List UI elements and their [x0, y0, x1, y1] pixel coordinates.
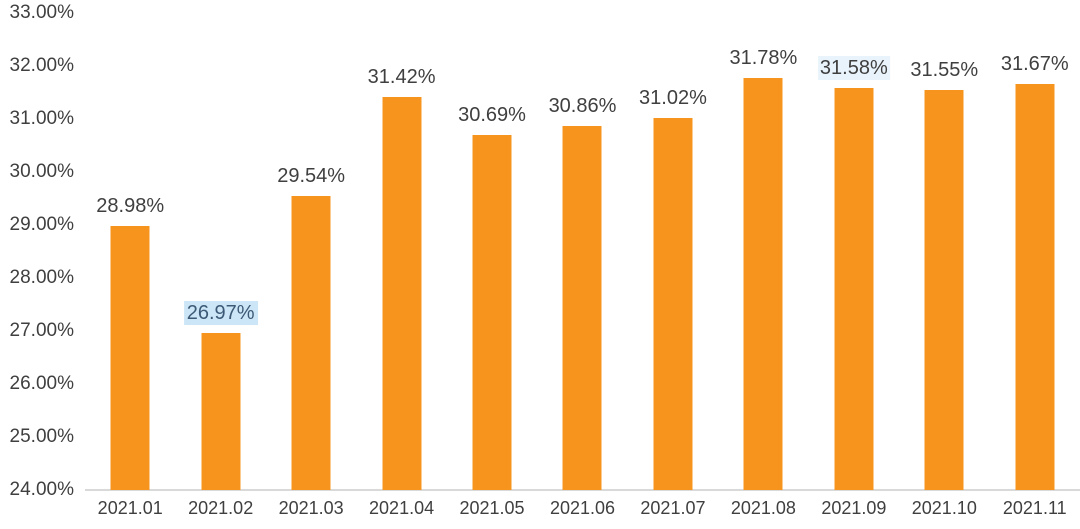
x-tick-label: 2021.03: [278, 498, 344, 518]
y-tick-label: 33.00%: [9, 2, 74, 23]
x-tick-label: 2021.05: [459, 498, 525, 518]
x-tick-label: 2021.07: [640, 498, 706, 518]
x-tick-label: 2021.10: [911, 498, 977, 518]
bar-slot: 31.67%: [990, 13, 1080, 490]
bar-value-label: 30.86%: [548, 95, 617, 118]
bar-value-label: 31.02%: [639, 86, 707, 109]
bar: [110, 226, 150, 490]
bar-slot: 31.58%: [809, 13, 899, 490]
bar: [1015, 83, 1055, 490]
bar-value-label: 31.58%: [817, 56, 890, 81]
y-tick-label: 29.00%: [9, 214, 74, 235]
bar-value-label: 31.42%: [367, 65, 436, 88]
bar-slot: 28.98%: [85, 13, 175, 490]
x-axis-line: [85, 489, 1080, 491]
bar: [743, 77, 783, 490]
bar-value-label: 30.69%: [458, 104, 526, 127]
y-tick-label: 26.00%: [9, 373, 74, 394]
y-tick-label: 30.00%: [9, 161, 74, 182]
bar: [291, 196, 331, 490]
bar-slot: 30.86%: [537, 13, 627, 490]
bar-slot: 31.78%: [718, 13, 808, 490]
bar-value-label: 31.78%: [729, 46, 798, 69]
bar: [472, 135, 512, 490]
x-tick-label: 2021.06: [549, 498, 616, 518]
y-tick-label: 31.00%: [9, 108, 74, 129]
bar-slot: 26.97%: [175, 13, 265, 490]
x-tick-label: 2021.08: [730, 498, 796, 518]
bar-value-label: 28.98%: [96, 195, 165, 218]
bar: [834, 88, 874, 490]
bar-slot: 31.55%: [899, 13, 989, 490]
y-tick-label: 32.00%: [9, 55, 74, 76]
y-tick-label: 24.00%: [9, 479, 74, 500]
y-tick-label: 25.00%: [9, 426, 74, 447]
x-tick-label: 2021.04: [369, 498, 435, 518]
bar-value-label: 26.97%: [183, 300, 258, 325]
bar-slot: 30.69%: [447, 13, 537, 490]
x-tick-label: 2021.02: [188, 498, 254, 518]
x-tick-label: 2021.01: [97, 498, 163, 518]
bar-slot: 29.54%: [266, 13, 356, 490]
x-tick-label: 2021.09: [821, 498, 887, 518]
y-tick-label: 27.00%: [9, 320, 74, 341]
x-tick-label: 2021.11: [1002, 498, 1067, 518]
bar-value-label: 31.67%: [1000, 52, 1069, 75]
plot-area: 28.98% 26.97% 29.54% 31.42% 30.69% 30.86% 31.0…: [85, 13, 1080, 490]
bar: [201, 332, 241, 490]
bar: [653, 117, 693, 490]
bar: [382, 96, 422, 490]
bar-value-label: 29.54%: [277, 165, 346, 188]
bar: [562, 126, 602, 490]
bar: [924, 89, 964, 490]
y-tick-label: 28.00%: [9, 267, 74, 288]
bar-value-label: 31.55%: [910, 58, 979, 81]
bar-slot: 31.02%: [628, 13, 718, 490]
bar-slot: 31.42%: [356, 13, 446, 490]
